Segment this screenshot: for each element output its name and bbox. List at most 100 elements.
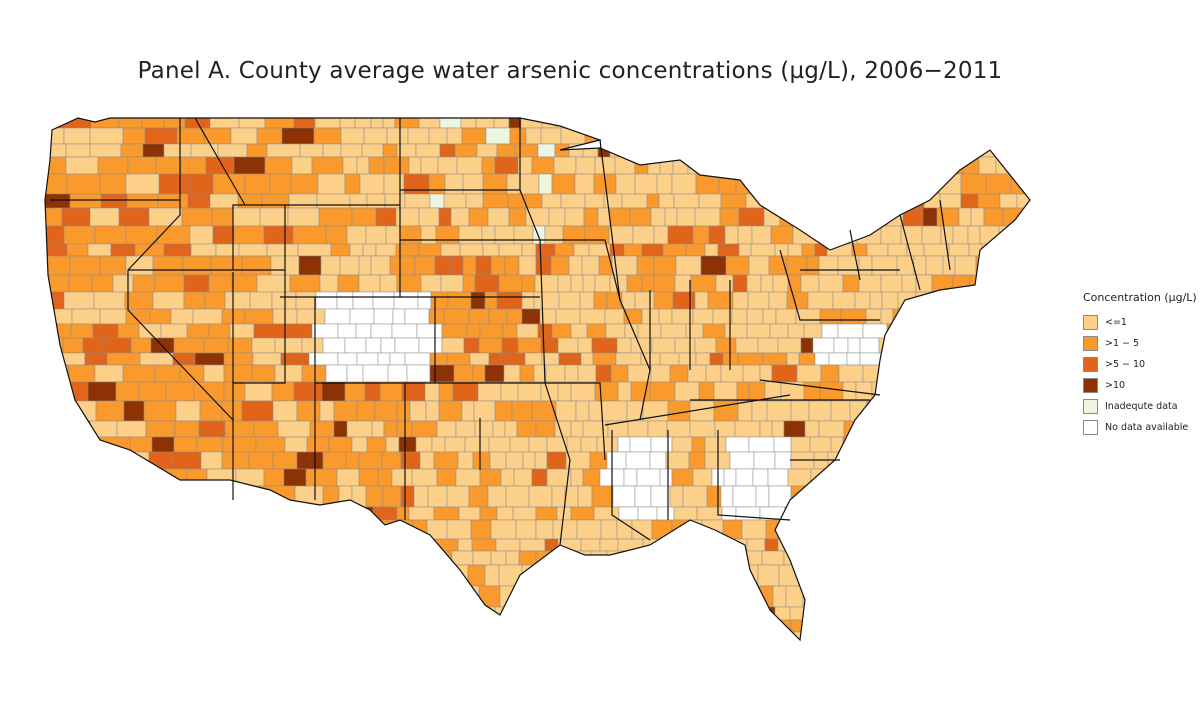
county	[641, 127, 668, 145]
county	[558, 291, 581, 310]
state-border	[899, 214, 921, 291]
county	[244, 173, 271, 195]
county	[849, 485, 871, 508]
county	[885, 118, 906, 129]
county	[158, 173, 192, 195]
county	[45, 538, 65, 552]
county	[584, 193, 605, 209]
county	[1025, 564, 1030, 587]
county	[698, 193, 722, 209]
county	[235, 468, 265, 487]
county	[379, 274, 398, 293]
county	[551, 485, 566, 508]
county	[650, 364, 671, 383]
county	[939, 352, 960, 366]
county	[1033, 382, 1057, 401]
county	[759, 364, 773, 383]
county	[173, 337, 205, 354]
county	[45, 631, 74, 640]
county	[249, 291, 273, 310]
county	[615, 352, 642, 366]
county	[773, 143, 790, 158]
county	[1017, 506, 1030, 521]
county	[365, 337, 382, 354]
county	[930, 468, 944, 487]
county	[163, 243, 192, 257]
county	[923, 243, 950, 257]
county	[227, 564, 250, 587]
county	[936, 381, 961, 402]
legend-title: Concentration (µg/L)	[1083, 291, 1197, 304]
county	[692, 308, 714, 325]
county	[535, 564, 552, 587]
county	[543, 606, 567, 621]
county	[498, 564, 523, 587]
legend-label: >1 − 5	[1105, 338, 1140, 349]
county	[45, 400, 71, 422]
county	[45, 323, 72, 339]
county	[130, 337, 152, 354]
county	[184, 631, 212, 640]
county	[356, 400, 376, 422]
county	[570, 420, 584, 438]
county	[577, 337, 593, 354]
county	[694, 207, 721, 227]
county	[500, 381, 519, 402]
county	[341, 564, 364, 587]
county	[277, 420, 311, 438]
county	[771, 364, 798, 383]
county	[990, 451, 1012, 470]
county	[1014, 274, 1030, 293]
county	[574, 173, 595, 195]
county	[641, 274, 655, 293]
county	[560, 550, 577, 566]
county	[787, 243, 803, 257]
county	[229, 606, 255, 621]
county	[888, 381, 905, 402]
county	[428, 308, 445, 325]
county	[582, 420, 609, 438]
county	[358, 468, 379, 487]
county	[120, 451, 150, 470]
county	[671, 118, 698, 129]
county	[355, 606, 369, 621]
county	[730, 619, 749, 633]
county	[664, 538, 684, 552]
county	[351, 538, 368, 552]
county	[879, 606, 906, 621]
county	[337, 274, 360, 293]
county	[821, 323, 839, 339]
county	[704, 243, 719, 257]
county	[458, 506, 481, 521]
county	[463, 337, 480, 354]
county	[875, 519, 891, 540]
county	[650, 207, 666, 227]
county	[192, 308, 223, 325]
county	[794, 127, 813, 145]
county	[688, 451, 706, 470]
county	[984, 274, 998, 293]
county	[517, 337, 542, 354]
county	[265, 485, 296, 508]
county	[342, 156, 358, 175]
county	[274, 364, 303, 383]
county	[586, 323, 607, 339]
county	[501, 337, 519, 354]
county	[863, 550, 888, 566]
county	[513, 468, 533, 487]
county	[441, 337, 465, 354]
county	[311, 323, 339, 339]
county	[525, 127, 542, 145]
county	[229, 323, 255, 339]
county	[995, 337, 1012, 354]
county	[770, 225, 794, 245]
county	[737, 118, 755, 129]
county	[462, 274, 476, 293]
county	[138, 381, 167, 402]
county	[486, 646, 503, 664]
county	[652, 143, 670, 158]
county	[629, 619, 649, 633]
county	[362, 564, 381, 587]
county	[202, 619, 226, 633]
county	[515, 519, 537, 540]
